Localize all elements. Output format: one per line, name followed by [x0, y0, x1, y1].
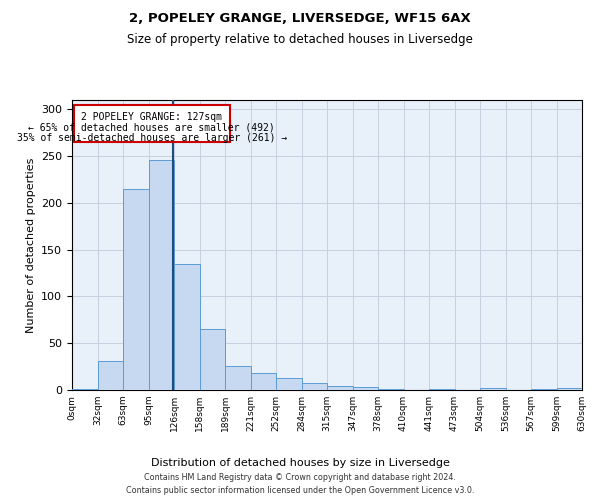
Bar [97, 361, 123, 390]
Bar [302, 382, 327, 390]
Bar [276, 378, 302, 390]
Bar [72, 389, 97, 390]
Bar [557, 388, 582, 390]
Bar [123, 189, 149, 390]
Bar [149, 160, 174, 390]
Bar [251, 373, 276, 390]
Text: ← 65% of detached houses are smaller (492): ← 65% of detached houses are smaller (49… [28, 122, 275, 132]
Bar [225, 366, 251, 390]
Text: Distribution of detached houses by size in Liversedge: Distribution of detached houses by size … [151, 458, 449, 468]
Bar [199, 329, 225, 390]
Bar [429, 389, 455, 390]
Y-axis label: Number of detached properties: Number of detached properties [26, 158, 35, 332]
FancyBboxPatch shape [74, 104, 230, 142]
Bar [353, 387, 378, 390]
Text: 2 POPELEY GRANGE: 127sqm: 2 POPELEY GRANGE: 127sqm [81, 112, 222, 122]
Bar [378, 389, 404, 390]
Bar [174, 264, 199, 390]
Text: 2, POPELEY GRANGE, LIVERSEDGE, WF15 6AX: 2, POPELEY GRANGE, LIVERSEDGE, WF15 6AX [129, 12, 471, 26]
Text: Size of property relative to detached houses in Liversedge: Size of property relative to detached ho… [127, 32, 473, 46]
Bar [480, 388, 505, 390]
Bar [531, 389, 557, 390]
Bar [327, 386, 353, 390]
Text: Contains HM Land Registry data © Crown copyright and database right 2024.
Contai: Contains HM Land Registry data © Crown c… [126, 474, 474, 495]
Text: 35% of semi-detached houses are larger (261) →: 35% of semi-detached houses are larger (… [17, 132, 287, 142]
